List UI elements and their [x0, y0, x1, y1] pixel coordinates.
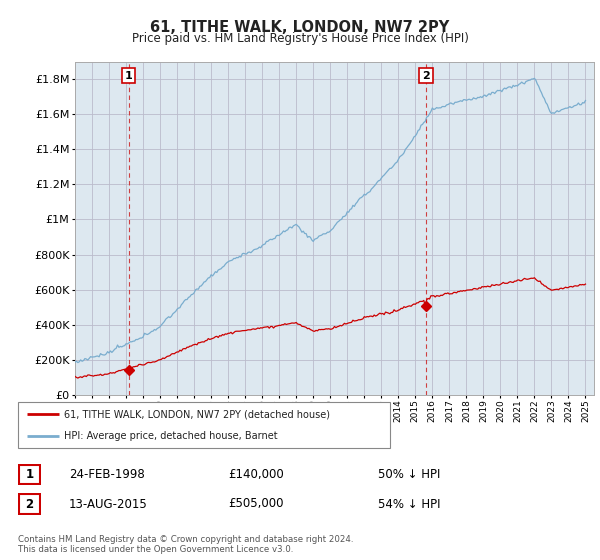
Text: 50% ↓ HPI: 50% ↓ HPI — [378, 468, 440, 481]
Text: 24-FEB-1998: 24-FEB-1998 — [69, 468, 145, 481]
Text: 61, TITHE WALK, LONDON, NW7 2PY (detached house): 61, TITHE WALK, LONDON, NW7 2PY (detache… — [65, 409, 331, 419]
Text: Price paid vs. HM Land Registry's House Price Index (HPI): Price paid vs. HM Land Registry's House … — [131, 32, 469, 45]
FancyBboxPatch shape — [19, 494, 40, 514]
Text: 2: 2 — [422, 71, 430, 81]
Text: 54% ↓ HPI: 54% ↓ HPI — [378, 497, 440, 511]
FancyBboxPatch shape — [19, 465, 40, 484]
Text: 61, TITHE WALK, LONDON, NW7 2PY: 61, TITHE WALK, LONDON, NW7 2PY — [151, 20, 449, 35]
Text: HPI: Average price, detached house, Barnet: HPI: Average price, detached house, Barn… — [65, 431, 278, 441]
Text: £505,000: £505,000 — [228, 497, 284, 511]
Text: £140,000: £140,000 — [228, 468, 284, 481]
Text: 13-AUG-2015: 13-AUG-2015 — [69, 497, 148, 511]
Text: 1: 1 — [25, 468, 34, 481]
Text: 1: 1 — [125, 71, 133, 81]
Text: Contains HM Land Registry data © Crown copyright and database right 2024.
This d: Contains HM Land Registry data © Crown c… — [18, 535, 353, 554]
Text: 2: 2 — [25, 497, 34, 511]
FancyBboxPatch shape — [18, 402, 390, 448]
